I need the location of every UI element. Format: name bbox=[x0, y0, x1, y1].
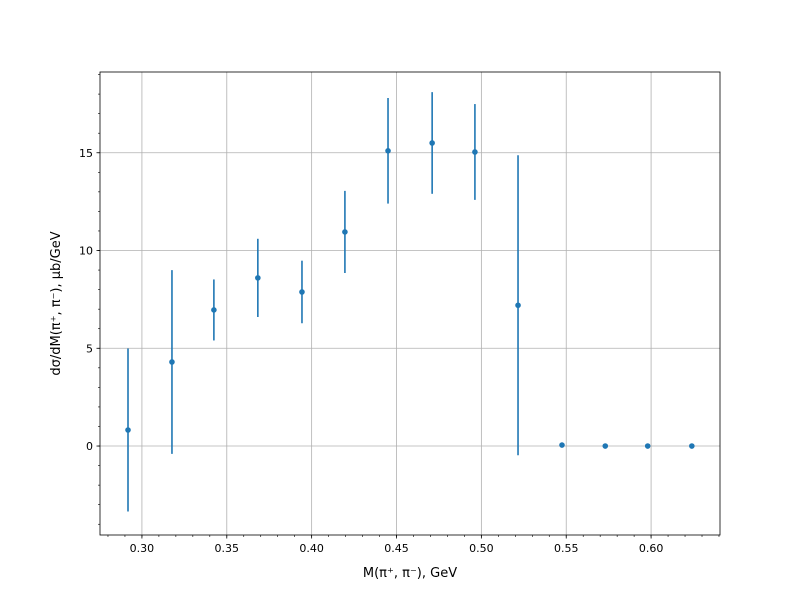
x-tick-label: 0.30 bbox=[130, 542, 155, 555]
y-tick-label: 10 bbox=[79, 245, 93, 258]
data-point bbox=[385, 147, 391, 154]
y-tick-label: 5 bbox=[86, 342, 93, 355]
x-tick-label: 0.40 bbox=[299, 542, 324, 555]
data-point bbox=[689, 443, 695, 449]
grid bbox=[100, 72, 720, 535]
data-point bbox=[602, 443, 609, 449]
data-point bbox=[342, 229, 348, 235]
data-point bbox=[429, 140, 435, 146]
data-points bbox=[125, 92, 695, 512]
x-tick-label: 0.50 bbox=[469, 542, 494, 555]
data-point bbox=[559, 442, 565, 448]
x-tick-label: 0.35 bbox=[215, 542, 240, 555]
x-tick-label: 0.55 bbox=[554, 542, 579, 555]
x-axis-label: M(π⁺, π⁻), GeV bbox=[363, 566, 457, 581]
data-point bbox=[515, 302, 521, 309]
data-point bbox=[299, 289, 305, 295]
x-tick-label: 0.45 bbox=[384, 542, 409, 555]
data-point bbox=[644, 443, 651, 449]
y-axis-label: dσ/dM(π⁺, π⁻), μb/GeV bbox=[49, 231, 64, 375]
y-tick-label: 0 bbox=[86, 440, 93, 453]
data-point bbox=[472, 149, 478, 155]
data-point bbox=[125, 427, 131, 433]
data-point bbox=[255, 275, 261, 281]
axes-frame bbox=[99, 71, 721, 536]
ticks: 0.30 0.35 0.40 0.45 0.50 0.55 0.60 0 5 10 15 bbox=[79, 74, 720, 555]
data-point bbox=[211, 307, 217, 313]
data-point bbox=[169, 359, 175, 365]
x-tick-label: 0.60 bbox=[639, 542, 664, 555]
y-tick-label: 15 bbox=[79, 147, 93, 160]
